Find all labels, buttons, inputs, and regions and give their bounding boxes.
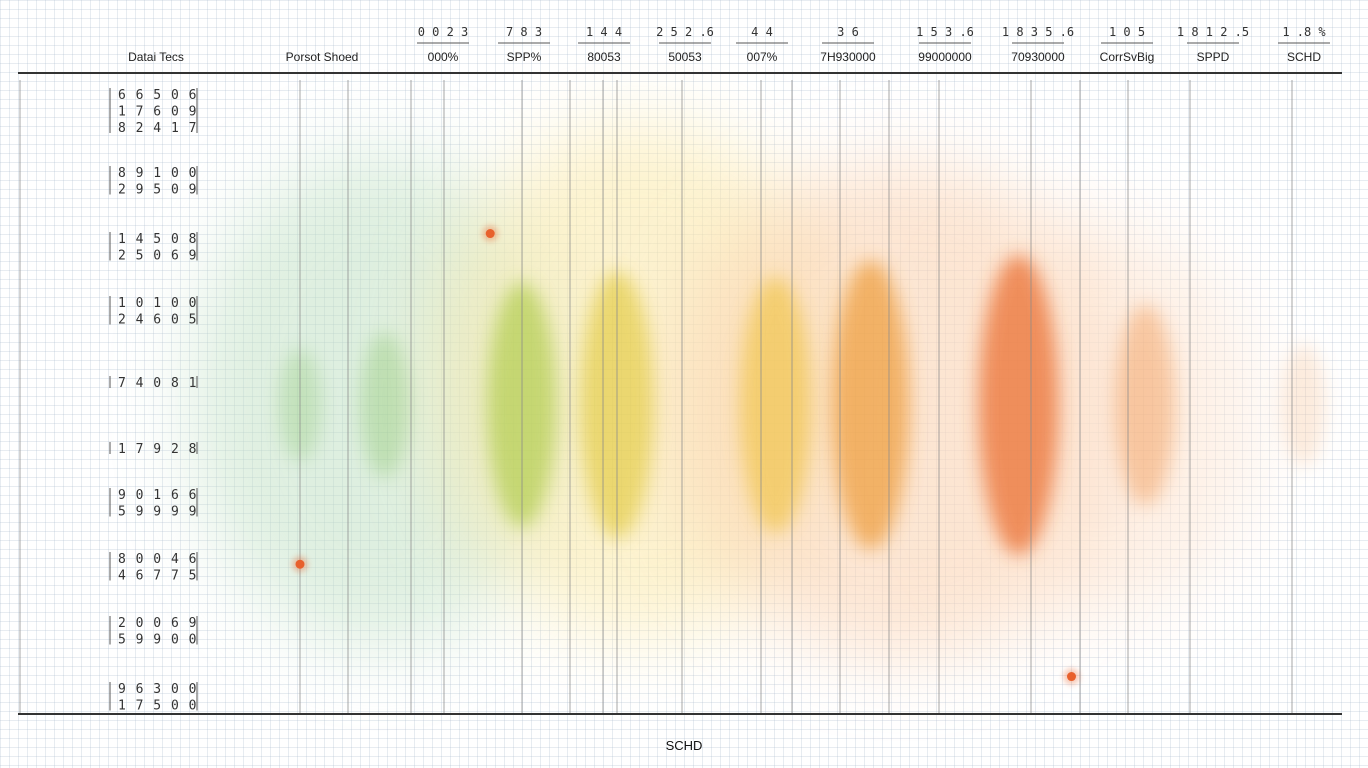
highlight-point: [295, 559, 305, 569]
column-header-value: 4 4: [751, 25, 773, 39]
row-label: 2 0 0 6 9: [118, 616, 197, 631]
row-label: 5 9 9 9 9: [118, 505, 197, 520]
x-axis-title: SCHD: [666, 738, 703, 753]
column-header-value: 0 0 2 3: [418, 25, 469, 39]
highlight-point: [1066, 672, 1076, 682]
highlight-point: [485, 229, 495, 239]
heatmap-glow-layer: [190, 120, 1327, 660]
row-label: 8 0 0 4 6: [118, 552, 197, 567]
heat-streak: [1115, 304, 1176, 506]
column-headers: 0 0 2 3 000% 7 8 3 SPP% 1 4 4 80053 2 5 2 .6 50…: [417, 25, 1330, 64]
column-header-label: 99000000: [918, 50, 972, 64]
row-label: 4 6 7 7 5: [118, 569, 197, 584]
column-header-label: 007%: [747, 50, 778, 64]
row-label: 7 4 0 8 1: [118, 376, 197, 391]
column-header-label: SPPD: [1197, 50, 1230, 64]
row-labels: 6 6 5 0 6 1 7 6 0 98 2 4 1 7 8 9 1 0 0 2 9 …: [109, 88, 198, 714]
first-column-header: Porsot Shoed: [286, 50, 359, 64]
heat-streak: [978, 255, 1059, 555]
heat-streak: [831, 260, 910, 550]
column-header-value: 7 8 3: [506, 25, 542, 39]
column-header-value: 3 6: [837, 25, 859, 39]
row-label: 8 2 4 1 7: [118, 121, 197, 136]
row-label: 9 6 3 0 0: [118, 682, 197, 697]
column-header-label: 80053: [587, 50, 621, 64]
column-header-value: 1 .8 %: [1282, 25, 1326, 39]
row-label: 1 7 5 0 0: [118, 699, 197, 714]
row-label: 2 4 6 0 5: [118, 313, 197, 328]
heat-streak: [739, 277, 812, 533]
row-label: 1 0 1 0 0: [118, 296, 197, 311]
highlight-markers: [292, 225, 1080, 685]
column-header-value: 2 5 2 .6: [656, 25, 714, 39]
row-label: 1 7 6 0 9: [118, 105, 197, 120]
row-label: 1 4 5 0 8: [118, 232, 197, 247]
heat-streak: [1281, 343, 1327, 467]
column-header-label: CorrSvBig: [1100, 50, 1155, 64]
column-header-value: 1 8 3 5 .6: [1002, 25, 1074, 39]
column-dividers: [19, 80, 1293, 714]
column-header-label: SPP%: [507, 50, 542, 64]
row-label: 1 7 9 2 8: [118, 442, 197, 457]
column-header-value: 1 8 1 2 .5: [1177, 25, 1249, 39]
column-header-label: 50053: [668, 50, 702, 64]
column-header-value: 1 5 3 .6: [916, 25, 974, 39]
row-label: 9 0 1 6 6: [118, 488, 197, 503]
table-frame: [18, 72, 1342, 715]
column-header-label: 70930000: [1011, 50, 1065, 64]
column-header-label: 7H930000: [820, 50, 876, 64]
row-label: 5 9 9 0 0: [118, 633, 197, 648]
row-label: 8 9 1 0 0: [118, 166, 197, 181]
heat-streak: [359, 332, 410, 478]
row-label: 2 5 0 6 9: [118, 249, 197, 264]
column-header-label: SCHD: [1287, 50, 1321, 64]
row-label: 2 9 5 0 9: [118, 183, 197, 198]
column-header-value: 1 4 4: [586, 25, 622, 39]
row-header: Datai Tecs: [128, 50, 184, 64]
column-header-value: 1 0 5: [1109, 25, 1145, 39]
row-label: 6 6 5 0 6: [118, 88, 197, 103]
column-header-label: 000%: [428, 50, 459, 64]
